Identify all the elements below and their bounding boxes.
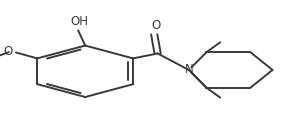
Text: OH: OH bbox=[70, 15, 88, 28]
Text: O: O bbox=[151, 19, 160, 32]
Text: O: O bbox=[3, 45, 12, 58]
Text: N: N bbox=[185, 63, 193, 76]
